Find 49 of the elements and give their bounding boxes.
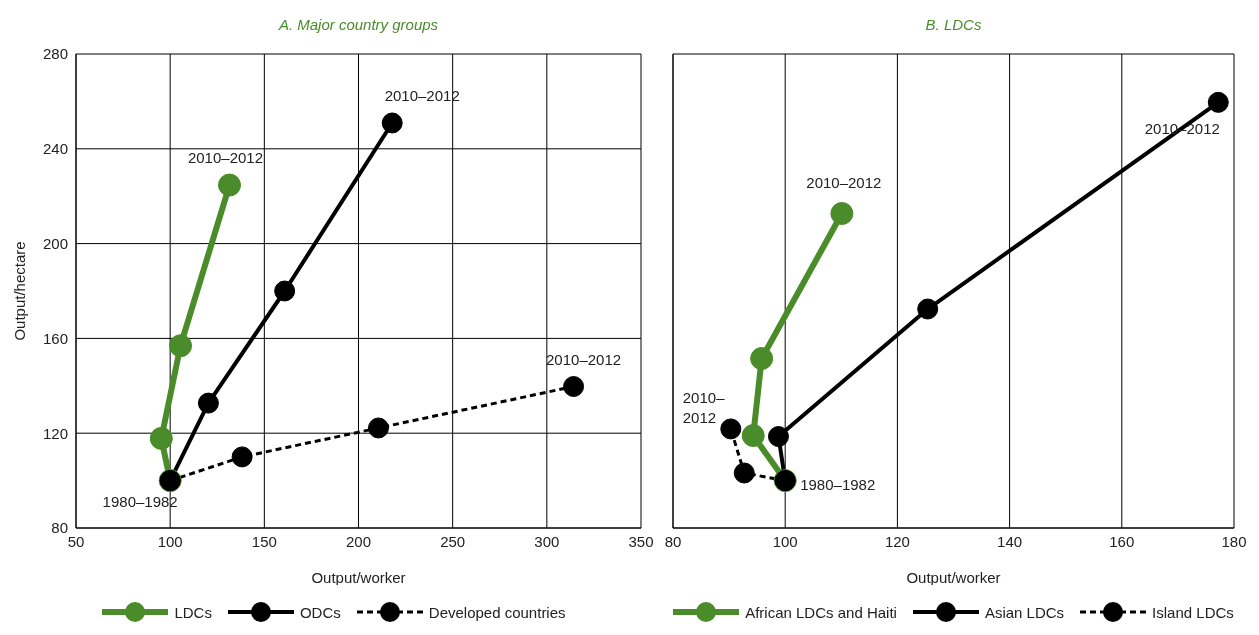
x-tick-label: 120 (884, 532, 910, 550)
point (830, 202, 854, 225)
y-tick-label: 120 (42, 424, 68, 442)
point (197, 392, 219, 414)
x-tick-label: 140 (997, 532, 1023, 550)
point (750, 347, 774, 371)
point (1207, 91, 1229, 113)
annotation: 2010–2012 (806, 173, 882, 191)
y-tick-label: 240 (42, 140, 68, 158)
x-tick-label: 180 (1221, 532, 1247, 550)
legend-label: African LDCs and Haiti (745, 603, 897, 621)
legend-label: LDCs (174, 603, 212, 621)
legend-label: Island LDCs (1152, 603, 1234, 621)
point (367, 417, 389, 439)
chart-title: B. LDCs (924, 16, 983, 33)
point (563, 376, 585, 398)
x-tick-label: 100 (157, 532, 183, 550)
legend-label: Developed countries (428, 603, 566, 621)
annotation: 1980–1982 (800, 475, 876, 493)
point (917, 298, 939, 320)
x-tick-label: 80 (664, 532, 682, 550)
y-axis-title: Output/hectare (11, 241, 29, 341)
x-tick-label: 160 (1109, 532, 1135, 550)
y-tick-label: 280 (42, 45, 68, 63)
annotation: 2010–2012 (682, 388, 726, 426)
x-tick-label: 250 (440, 532, 466, 550)
point (767, 426, 789, 448)
point (149, 426, 173, 450)
x-tick-label: 200 (345, 532, 372, 550)
point (720, 418, 742, 440)
point (217, 173, 241, 197)
x-tick-label: 300 (534, 532, 560, 550)
point (231, 446, 253, 468)
x-tick-label: 100 (772, 532, 798, 550)
y-tick-label: 160 (42, 329, 68, 347)
chart-title: A. Major country groups (277, 16, 440, 33)
legend-label: Asian LDCs (984, 603, 1065, 621)
point (733, 462, 755, 484)
point (274, 280, 296, 302)
x-tick-label: 50 (67, 532, 85, 550)
y-tick-label: 80 (51, 519, 68, 537)
point (381, 112, 403, 134)
y-tick-label: 200 (42, 234, 68, 252)
point (169, 334, 193, 358)
x-tick-label: 150 (251, 532, 277, 550)
legend-label: ODCs (299, 603, 341, 621)
x-tick-label: 350 (628, 532, 654, 550)
annotation: 2010–2012 (187, 149, 264, 167)
point (741, 424, 765, 448)
